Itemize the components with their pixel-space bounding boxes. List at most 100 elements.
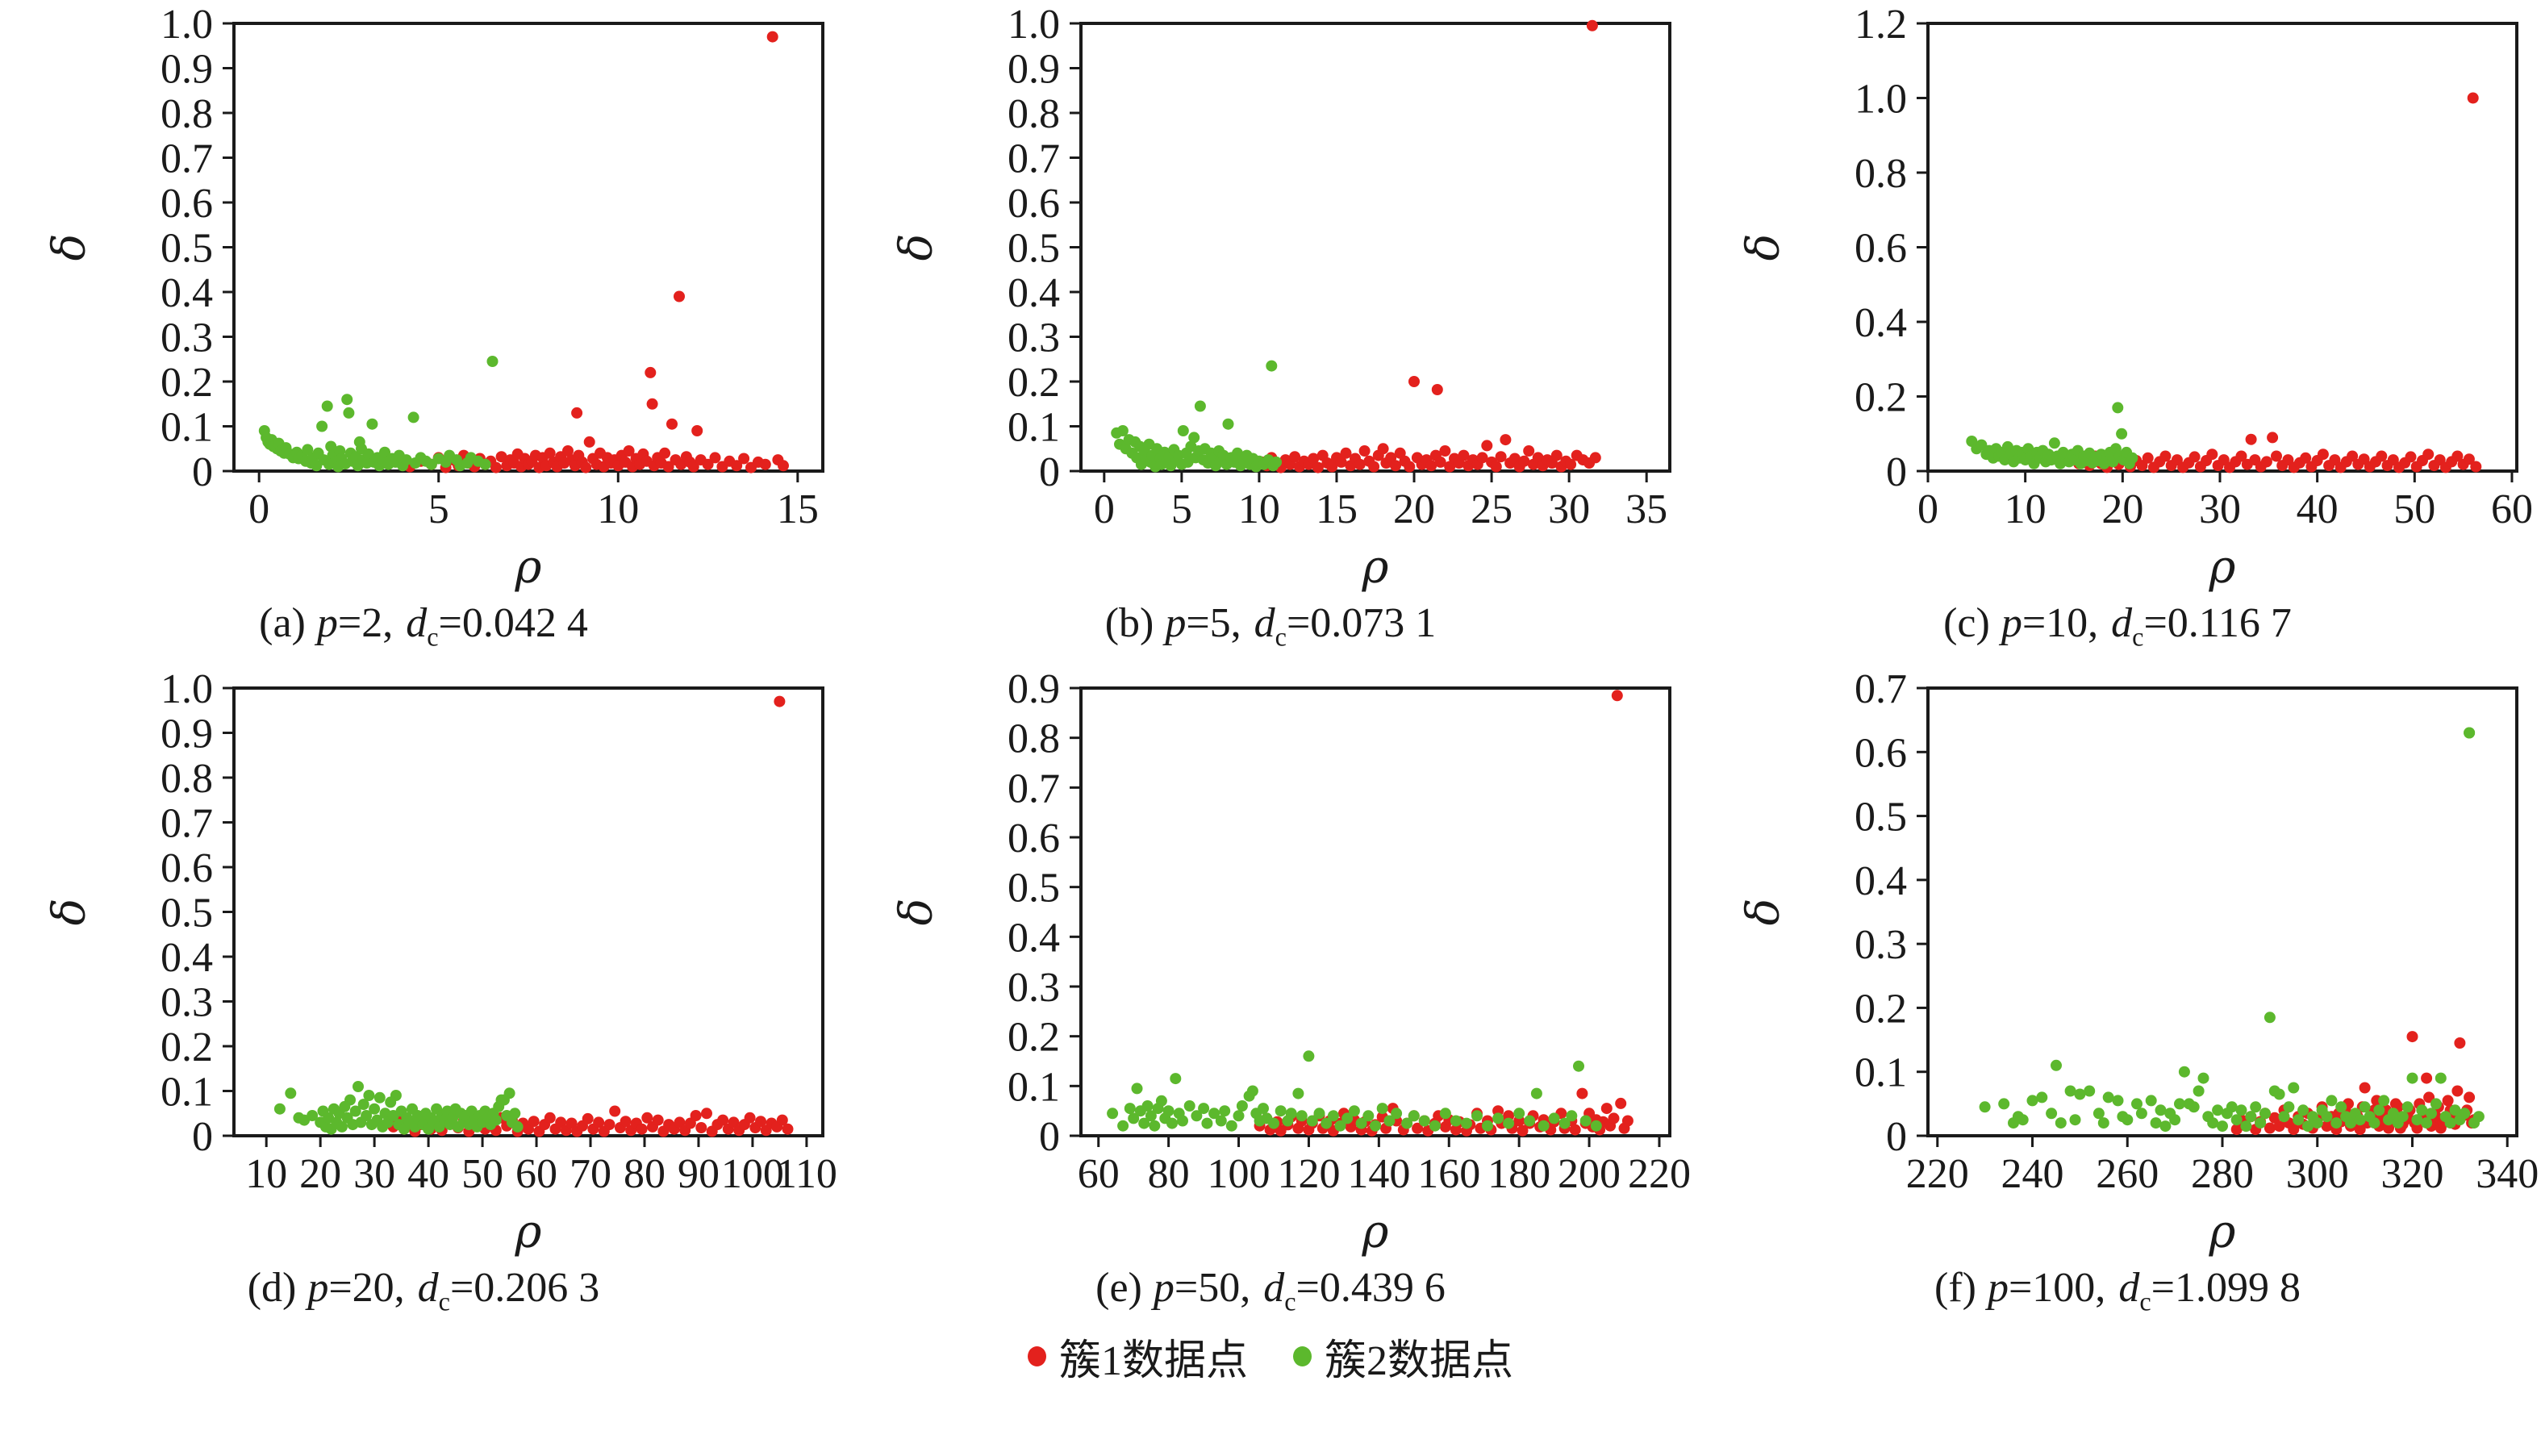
caption-e: (e) p=50, dc=0.439 6 — [847, 1264, 1694, 1315]
caption-index: (b) — [1104, 600, 1154, 646]
caption-d-subscript: c — [2132, 622, 2144, 652]
svg-text:180: 180 — [1487, 1151, 1550, 1197]
cluster1-dot-icon — [1027, 1346, 1046, 1366]
svg-text:0.3: 0.3 — [1008, 965, 1060, 1011]
caption-b: (b) p=5, dc=0.073 1 — [847, 599, 1694, 650]
svg-text:80: 80 — [1148, 1151, 1190, 1197]
caption-p-value: =100, — [2008, 1265, 2106, 1311]
caption-p-value: =50, — [1174, 1265, 1251, 1311]
caption-d-value: =0.042 4 — [438, 600, 588, 646]
caption-c: (c) p=10, dc=0.116 7 — [1694, 599, 2541, 650]
svg-text:220: 220 — [1628, 1151, 1691, 1197]
svg-text:10: 10 — [245, 1151, 287, 1197]
svg-text:20: 20 — [2101, 486, 2143, 532]
caption-d-subscript: c — [1284, 1287, 1296, 1316]
caption-d-subscript: c — [427, 622, 439, 652]
svg-text:30: 30 — [353, 1151, 395, 1197]
svg-text:60: 60 — [2491, 486, 2533, 532]
svg-text:340: 340 — [2476, 1151, 2539, 1197]
scatter-chart-f: 220 240 260 280 300 320 340 0 0.1 0.2 0.3 0.4 0.5 0.6… — [1738, 668, 2539, 1258]
panel-b: 0 5 10 15 20 25 30 35 0 0.1 0.2 0.3 0.4 0.5 0.6 0.7 0.8 0… — [847, 3, 1694, 650]
caption-p-symbol: p — [1165, 600, 1187, 646]
scatter-chart-b: 0 5 10 15 20 25 30 3500.10.20.30.40.50.60.70.80… — [891, 3, 1671, 594]
svg-text:0.2: 0.2 — [161, 1024, 213, 1070]
svg-text:1.0: 1.0 — [161, 3, 213, 48]
svg-text:0.6: 0.6 — [1855, 226, 1907, 272]
svg-text:0.4: 0.4 — [1855, 300, 1907, 346]
caption-d-value: =0.073 1 — [1286, 600, 1437, 646]
x-axis-label: ρ — [1362, 1206, 1389, 1258]
panel-c: 0 10 20 30 40 50 60 0 0.2 0.4 0.6 0.8 1.0 1.2 ρ δ (c) p=… — [1694, 3, 2541, 650]
caption-p-symbol: p — [1153, 1265, 1175, 1311]
svg-text:0.5: 0.5 — [161, 226, 213, 272]
svg-text:40: 40 — [407, 1151, 449, 1197]
svg-text:0.4: 0.4 — [1008, 915, 1060, 961]
svg-text:0.4: 0.4 — [1008, 270, 1060, 316]
caption-d-value: =1.099 8 — [2151, 1265, 2301, 1311]
svg-text:280: 280 — [2191, 1151, 2254, 1197]
svg-text:300: 300 — [2286, 1151, 2349, 1197]
cluster2-dot-icon — [1293, 1346, 1312, 1366]
svg-text:0.1: 0.1 — [1008, 1064, 1060, 1110]
svg-text:0: 0 — [1094, 486, 1115, 532]
svg-text:0: 0 — [1886, 449, 1907, 495]
svg-text:50: 50 — [2393, 486, 2435, 532]
svg-text:0.5: 0.5 — [1855, 795, 1907, 841]
svg-text:0.4: 0.4 — [1855, 858, 1907, 904]
svg-text:0.5: 0.5 — [161, 891, 213, 937]
caption-p-value: =5, — [1186, 600, 1241, 646]
svg-text:1.0: 1.0 — [1008, 3, 1060, 48]
caption-p-symbol: p — [2001, 600, 2022, 646]
svg-text:0.8: 0.8 — [1008, 91, 1060, 137]
svg-text:220: 220 — [1906, 1151, 1969, 1197]
svg-text:320: 320 — [2380, 1151, 2443, 1197]
svg-text:0.5: 0.5 — [1008, 226, 1060, 272]
caption-d-subscript: c — [1275, 622, 1287, 652]
svg-text:0.8: 0.8 — [1855, 151, 1907, 197]
svg-text:0: 0 — [1039, 1114, 1060, 1160]
scatter-chart-e: 60 80 100 120 140 160 180 200 22000.10.20.30.40.… — [891, 668, 1691, 1258]
svg-text:80: 80 — [624, 1151, 666, 1197]
y-axis-label: δ — [44, 234, 96, 261]
svg-text:30: 30 — [2199, 486, 2241, 532]
svg-text:10: 10 — [1238, 486, 1280, 532]
svg-text:0.2: 0.2 — [1855, 986, 1907, 1032]
svg-text:0: 0 — [192, 449, 213, 495]
svg-text:10: 10 — [2005, 486, 2047, 532]
svg-text:35: 35 — [1625, 486, 1667, 532]
caption-p-symbol: p — [316, 600, 338, 646]
svg-text:0.6: 0.6 — [161, 845, 213, 891]
svg-text:0.9: 0.9 — [1008, 47, 1060, 93]
y-axis-label: δ — [44, 899, 96, 926]
svg-text:0.5: 0.5 — [1008, 866, 1060, 912]
svg-text:0.1: 0.1 — [1008, 405, 1060, 451]
svg-text:0.1: 0.1 — [161, 405, 213, 451]
svg-text:110: 110 — [776, 1151, 837, 1197]
svg-text:15: 15 — [1316, 486, 1358, 532]
svg-text:20: 20 — [1393, 486, 1435, 532]
svg-text:0: 0 — [248, 486, 269, 532]
svg-text:0.7: 0.7 — [161, 136, 213, 182]
y-axis-label: δ — [1738, 899, 1790, 926]
svg-text:0.6: 0.6 — [1008, 816, 1060, 862]
svg-text:40: 40 — [2297, 486, 2339, 532]
svg-text:0.3: 0.3 — [161, 980, 213, 1026]
svg-text:0.6: 0.6 — [1008, 181, 1060, 227]
svg-text:0.2: 0.2 — [1008, 360, 1060, 406]
x-axis-label: ρ — [515, 1206, 542, 1258]
caption-d-value: =0.439 6 — [1296, 1265, 1446, 1311]
svg-text:60: 60 — [515, 1151, 557, 1197]
caption-d-symbol: d — [1263, 1265, 1285, 1311]
legend-label-cluster1: 簇1数据点 — [1058, 1338, 1248, 1384]
y-axis-label: δ — [891, 899, 943, 926]
svg-text:0.7: 0.7 — [1008, 766, 1060, 811]
svg-text:140: 140 — [1347, 1151, 1410, 1197]
svg-text:160: 160 — [1417, 1151, 1480, 1197]
svg-text:120: 120 — [1277, 1151, 1340, 1197]
svg-text:20: 20 — [299, 1151, 341, 1197]
caption-d-symbol: d — [417, 1265, 439, 1311]
caption-index: (e) — [1095, 1265, 1142, 1311]
caption-d-value: =0.116 7 — [2143, 600, 2292, 646]
caption-p-value: =2, — [337, 600, 394, 646]
